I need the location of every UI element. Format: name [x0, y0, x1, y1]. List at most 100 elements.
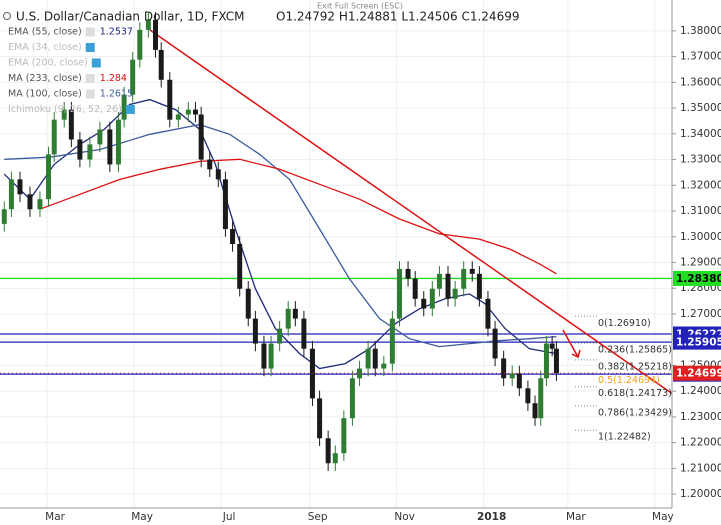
x-tick-label: Jul — [222, 511, 236, 523]
candle-body — [167, 79, 173, 120]
candle-body — [245, 288, 251, 319]
candle-body — [87, 144, 93, 160]
exit-fullscreen[interactable]: Exit Full Screen (ESC) — [317, 2, 403, 11]
candle-body — [365, 348, 371, 369]
candle-body — [121, 94, 127, 120]
candle-body — [261, 343, 267, 369]
indicator-value: 1.2615 — [100, 89, 133, 100]
fib-label: 0.786(1.23429) — [598, 407, 672, 418]
symbol-title: U.S. Dollar/Canadian Dollar, 1D, FXCM — [16, 10, 245, 24]
candle-body — [532, 403, 538, 419]
candle-body — [452, 288, 458, 299]
y-tick-label: 1.37000 — [680, 51, 721, 63]
indicator-toggle[interactable] — [85, 27, 95, 37]
candle-body — [469, 268, 475, 274]
candle-body — [215, 169, 221, 180]
indicator-toggle[interactable] — [85, 74, 95, 83]
candle-body — [252, 318, 258, 344]
level-box — [673, 270, 721, 286]
candle-body — [268, 343, 274, 369]
candle-body — [130, 59, 136, 95]
candle-body — [277, 328, 283, 344]
candle-body — [429, 288, 435, 309]
candle-body — [325, 438, 331, 464]
last-price-label: 1.24699 — [676, 368, 721, 380]
candle-body — [285, 308, 291, 329]
candle-body — [198, 114, 204, 160]
candle-body — [237, 243, 243, 289]
candle-body — [46, 154, 52, 200]
y-tick-label: 1.33000 — [680, 154, 721, 166]
candle-body — [77, 139, 83, 160]
fib-label: 0.382(1.25218) — [598, 361, 672, 372]
candle-body — [115, 119, 121, 165]
candle-body — [61, 109, 67, 120]
indicator-label: EMA (55, close) — [8, 27, 82, 38]
indicator-toggle[interactable] — [125, 105, 135, 114]
candle-body — [538, 378, 544, 419]
last-price-box — [673, 365, 721, 381]
candle-body — [421, 298, 427, 309]
y-tick-label: 1.31000 — [680, 205, 721, 217]
indicator-label: EMA (34, close) — [8, 42, 82, 53]
candle-body — [292, 308, 298, 319]
candle-body — [1, 209, 7, 224]
indicator-toggle[interactable] — [85, 89, 95, 99]
candle-body — [492, 328, 498, 359]
candle-body — [516, 373, 522, 389]
indicator-label: MA (100, close) — [8, 89, 82, 100]
indicator-label: MA (233, close) — [8, 73, 82, 84]
y-tick-label: 1.30000 — [680, 231, 721, 243]
candle-body — [553, 348, 559, 374]
y-tick-label: 1.38000 — [680, 25, 721, 37]
y-tick-label: 1.34000 — [680, 128, 721, 140]
x-tick-label: May — [652, 511, 674, 523]
ma-line — [4, 123, 557, 348]
candle-body — [107, 129, 113, 165]
x-tick-label: Mar — [45, 511, 65, 523]
candle-body — [381, 363, 387, 369]
x-tick-label: Sep — [308, 511, 328, 523]
candle-body — [37, 199, 43, 210]
candle-body — [543, 343, 549, 379]
x-tick-label: 2018 — [477, 511, 506, 523]
candle-body — [97, 129, 103, 145]
candle-body — [461, 268, 467, 289]
candle-body — [396, 268, 402, 319]
y-tick-label: 1.23000 — [680, 411, 721, 423]
trendline — [149, 29, 673, 395]
candle-body — [51, 119, 57, 155]
candle-body — [405, 268, 411, 279]
candle-body — [230, 229, 236, 244]
candle-body — [301, 318, 307, 349]
candle-body — [332, 453, 338, 464]
candle-body — [175, 114, 181, 120]
y-tick-label: 1.35000 — [680, 102, 721, 114]
y-tick-label: 1.32000 — [680, 179, 721, 191]
fib-label: 0.5(1.24694) — [598, 375, 660, 386]
ohlc: O1.24792 H1.24881 L1.24506 C1.24699 — [276, 10, 519, 24]
candle-body — [222, 179, 228, 230]
candle-body — [509, 373, 515, 379]
candle-body — [549, 343, 555, 349]
y-tick-label: 1.22000 — [680, 437, 721, 449]
fib-label: 0.236(1.25865) — [598, 345, 672, 356]
candle-body — [137, 29, 143, 60]
y-tick-label: 1.24000 — [680, 385, 721, 397]
candle-body — [445, 273, 451, 299]
x-tick-label: Mar — [566, 511, 586, 523]
candle-body — [8, 179, 14, 210]
candle-body — [185, 109, 191, 115]
indicator-toggle[interactable] — [85, 43, 95, 52]
y-tick-label: 1.36000 — [680, 76, 721, 88]
candle-body — [68, 109, 74, 140]
candle-body — [357, 368, 363, 379]
candle-body — [525, 388, 531, 404]
candle-body — [436, 273, 442, 289]
ma-line — [3, 98, 557, 370]
candle-body — [349, 378, 355, 419]
indicator-value: 1.284 — [100, 73, 127, 84]
indicator-toggle[interactable] — [91, 58, 101, 68]
